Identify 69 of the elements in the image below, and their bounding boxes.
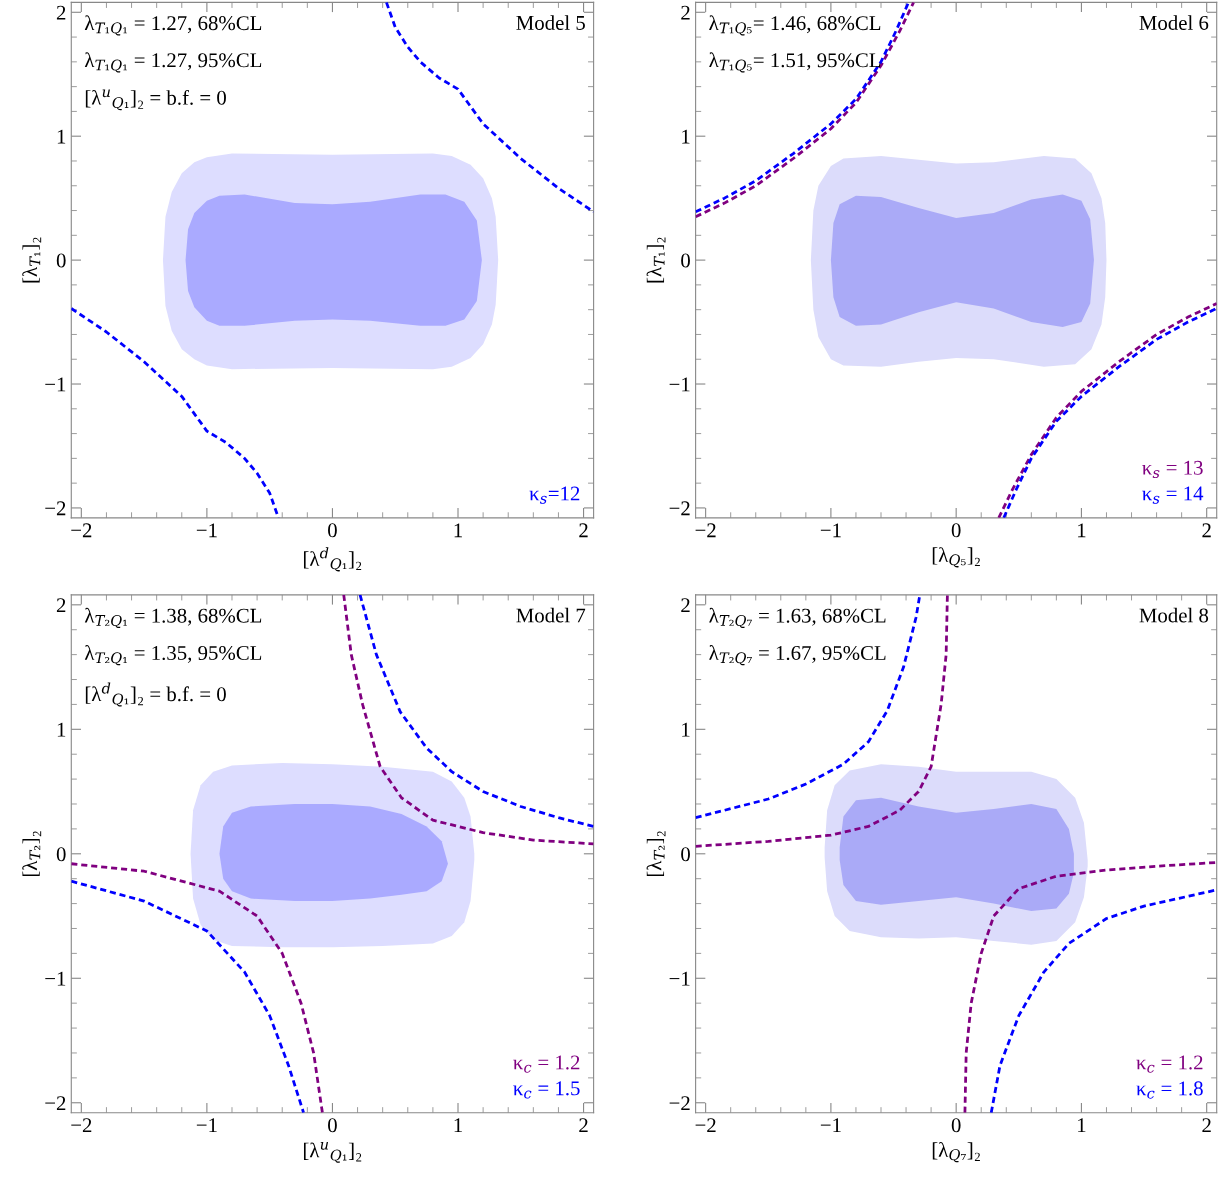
- x-axis-title: [λ$_{Q₅}$]₂: [932, 547, 980, 568]
- x-tick-label: −2: [71, 523, 92, 538]
- text: κ$_{c}$ = 1.8: [1136, 1081, 1203, 1099]
- x-tick-label: −1: [820, 1118, 841, 1133]
- chart-title: Model 8: [1139, 607, 1209, 623]
- x-tick-label: 2: [579, 523, 588, 538]
- x-axis-title: [λ$^{u}$$_{Q₁}$]₂: [303, 1142, 362, 1163]
- y-tick-label: 2: [681, 5, 690, 20]
- y-axis-title: [λ$_{T₁}$]₂: [646, 237, 666, 283]
- x-tick-label: −1: [196, 523, 217, 538]
- x-tick-label: 1: [454, 523, 462, 538]
- x-tick-label: −2: [695, 523, 716, 538]
- y-tick-label: 0: [56, 847, 66, 862]
- x-tick-label: 1: [1078, 1118, 1086, 1133]
- text: κ$_{c}$ = 1.2: [1136, 1055, 1203, 1073]
- x-axis-title: [λ$^{d}$$_{Q₁}$]₂: [303, 547, 362, 572]
- y-tick-label: −1: [45, 377, 66, 392]
- y-tick-label: −2: [669, 1096, 690, 1110]
- chart-title: Model 6: [1139, 15, 1209, 30]
- chart-title: Model 5: [516, 15, 585, 30]
- annotation: λ$_{T₂Q₁}$ = 1.35, 95%CL: [84, 645, 262, 666]
- y-tick-label: 2: [56, 598, 66, 613]
- y-tick-label: 0: [681, 253, 690, 268]
- annotation: [λ$^{d}$$_{Q₁}$]₂ = b.f. = 0: [85, 682, 226, 707]
- x-axis-title: [λ$_{Q₇}$]₂: [932, 1142, 980, 1163]
- y-tick-label: 1: [682, 722, 690, 737]
- x-tick-label: 2: [1202, 523, 1211, 538]
- text: κ$_{s}$ = 14: [1142, 486, 1204, 504]
- annotation: λ$_{T₁Q₅}$= 1.51, 95%CL: [709, 52, 881, 73]
- annotation: λ$_{T₁Q₁}$ = 1.27, 68%CL: [84, 15, 262, 36]
- annotation: λ$_{T₂Q₇}$ = 1.67, 95%CL: [709, 645, 886, 666]
- y-tick-label: −2: [45, 501, 66, 516]
- x-tick-label: −2: [695, 1118, 716, 1133]
- annotation: [λ$^{u}$$_{Q₁}$]₂ = b.f. = 0: [85, 89, 226, 111]
- y-tick-label: −1: [669, 377, 690, 392]
- y-tick-label: 1: [682, 129, 690, 144]
- x-tick-label: −1: [196, 1118, 217, 1133]
- annotation: λ$_{T₂Q₁}$ = 1.38, 68%CL: [84, 607, 262, 629]
- y-tick-label: 0: [56, 253, 66, 268]
- y-tick-label: 1: [57, 129, 66, 144]
- x-tick-label: 1: [454, 1118, 462, 1133]
- x-tick-label: 0: [328, 523, 337, 538]
- x-tick-label: 0: [951, 1118, 961, 1133]
- y-tick-label: −1: [45, 971, 66, 986]
- y-tick-label: −1: [669, 971, 690, 986]
- y-tick-label: −2: [669, 501, 690, 516]
- y-axis-title: [λ$_{T₂}$]₂: [646, 831, 666, 877]
- x-tick-label: −2: [71, 1118, 92, 1133]
- text: κ$_{c}$ = 1.5: [513, 1081, 580, 1099]
- text: κ$_{c}$ = 1.2: [513, 1055, 580, 1073]
- x-tick-label: −1: [820, 523, 841, 538]
- y-tick-label: 0: [681, 847, 690, 862]
- text: κ$_{s}$ = 13: [1142, 460, 1203, 479]
- y-tick-label: −2: [45, 1096, 66, 1110]
- x-tick-label: 0: [328, 1118, 337, 1133]
- annotation: λ$_{T₂Q₇}$ = 1.63, 68%CL: [709, 607, 886, 629]
- text: κ$_{s}$=12: [529, 486, 580, 504]
- chart-title: Model 7: [516, 607, 586, 623]
- y-axis-title: [λ$_{T₂}$]₂: [22, 831, 42, 877]
- y-tick-label: 1: [57, 722, 66, 737]
- y-axis-title: [λ$_{T₁}$]₂: [22, 237, 42, 283]
- annotation: λ$_{T₁Q₁}$ = 1.27, 95%CL: [84, 52, 262, 73]
- y-tick-label: 2: [681, 598, 690, 613]
- x-tick-label: 2: [579, 1118, 588, 1133]
- annotation: λ$_{T₁Q₅}$= 1.46, 68%CL: [709, 15, 881, 36]
- x-tick-label: 0: [951, 523, 961, 538]
- y-tick-label: 2: [56, 5, 66, 20]
- x-tick-label: 1: [1078, 523, 1086, 538]
- x-tick-label: 2: [1202, 1118, 1211, 1133]
